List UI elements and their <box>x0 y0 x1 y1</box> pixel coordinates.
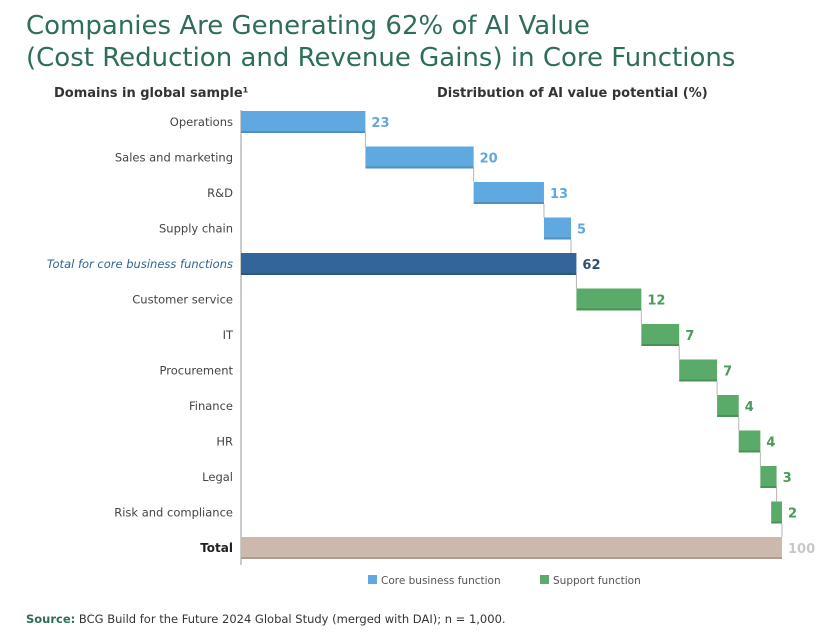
bar-shadow-risk-and-compliance <box>771 521 782 524</box>
bar-shadow-legal <box>760 486 777 488</box>
category-label-total-for-core-business-functions: Total for core business functions <box>47 257 233 271</box>
value-label-sales-and-marketing: 20 <box>480 152 498 167</box>
bar-total-for-core-business-functions <box>241 253 577 275</box>
chart-title: Companies Are Generating 62% of AI Value… <box>26 10 816 74</box>
bar-shadow-procurement <box>679 379 718 382</box>
bar-risk-and-compliance <box>771 501 782 524</box>
value-label-finance: 4 <box>745 400 754 415</box>
bar-hr <box>738 430 761 453</box>
bar-shadow-r-d <box>473 202 544 204</box>
category-label-sales-and-marketing: Sales and marketing <box>115 151 233 165</box>
chart-title-line-1: Companies Are Generating 62% of AI Value <box>26 11 590 41</box>
legend-swatch-support-function <box>540 575 549 584</box>
legend-label-support-function: Support function <box>553 575 641 587</box>
bar-shadow-customer-service <box>576 308 642 311</box>
bar-shadow-supply-chain <box>543 237 572 240</box>
category-label-finance: Finance <box>189 399 233 413</box>
legend-label-core-business-function: Core business function <box>381 575 501 587</box>
bar-customer-service <box>576 288 642 311</box>
category-label-risk-and-compliance: Risk and compliance <box>114 506 233 520</box>
category-label-legal: Legal <box>202 470 233 484</box>
domains-header: Domains in global sample¹ <box>54 86 249 101</box>
category-label-supply-chain: Supply chain <box>159 222 233 236</box>
value-label-legal: 3 <box>783 471 792 486</box>
value-label-supply-chain: 5 <box>577 223 586 238</box>
value-label-customer-service: 12 <box>647 294 665 309</box>
bar-r-d <box>473 182 544 204</box>
bar-shadow-sales-and-marketing <box>365 166 474 169</box>
category-label-operations: Operations <box>170 115 233 129</box>
category-label-it: IT <box>223 328 234 342</box>
source-label: Source: <box>26 612 76 626</box>
bar-total <box>241 537 782 559</box>
chart-title-line-2: (Cost Reduction and Revenue Gains) in Co… <box>26 43 736 73</box>
value-label-risk-and-compliance: 2 <box>788 507 797 522</box>
bar-procurement <box>679 359 718 382</box>
value-label-total-for-core-business-functions: 62 <box>582 258 600 273</box>
value-label-total: 100 <box>788 542 815 557</box>
category-label-hr: HR <box>216 435 233 449</box>
bar-finance <box>717 395 739 417</box>
value-label-it: 7 <box>685 329 694 344</box>
bar-shadow-operations <box>241 131 366 133</box>
bar-shadow-total-for-core-business-functions <box>241 273 577 275</box>
bar-sales-and-marketing <box>365 146 474 169</box>
category-label-customer-service: Customer service <box>132 293 233 307</box>
bar-operations <box>241 111 366 133</box>
category-label-r-d: R&D <box>207 186 233 200</box>
value-label-hr: 4 <box>766 436 775 451</box>
bar-supply-chain <box>543 217 572 240</box>
value-label-operations: 23 <box>371 116 389 131</box>
category-label-total: Total <box>200 541 233 555</box>
bar-legal <box>760 466 777 488</box>
source-text: BCG Build for the Future 2024 Global Stu… <box>78 612 506 626</box>
source-note: Source: BCG Build for the Future 2024 Gl… <box>26 612 506 626</box>
bar-shadow-it <box>641 344 680 346</box>
bar-shadow-finance <box>717 415 739 417</box>
legend-swatch-core-business-function <box>368 575 377 584</box>
bar-it <box>641 324 680 346</box>
category-label-procurement: Procurement <box>160 364 234 378</box>
distribution-header: Distribution of AI value potential (%) <box>437 86 708 101</box>
value-label-r-d: 13 <box>550 187 568 202</box>
value-label-procurement: 7 <box>723 365 732 380</box>
bar-shadow-hr <box>738 450 761 453</box>
bar-shadow-total <box>241 557 782 559</box>
